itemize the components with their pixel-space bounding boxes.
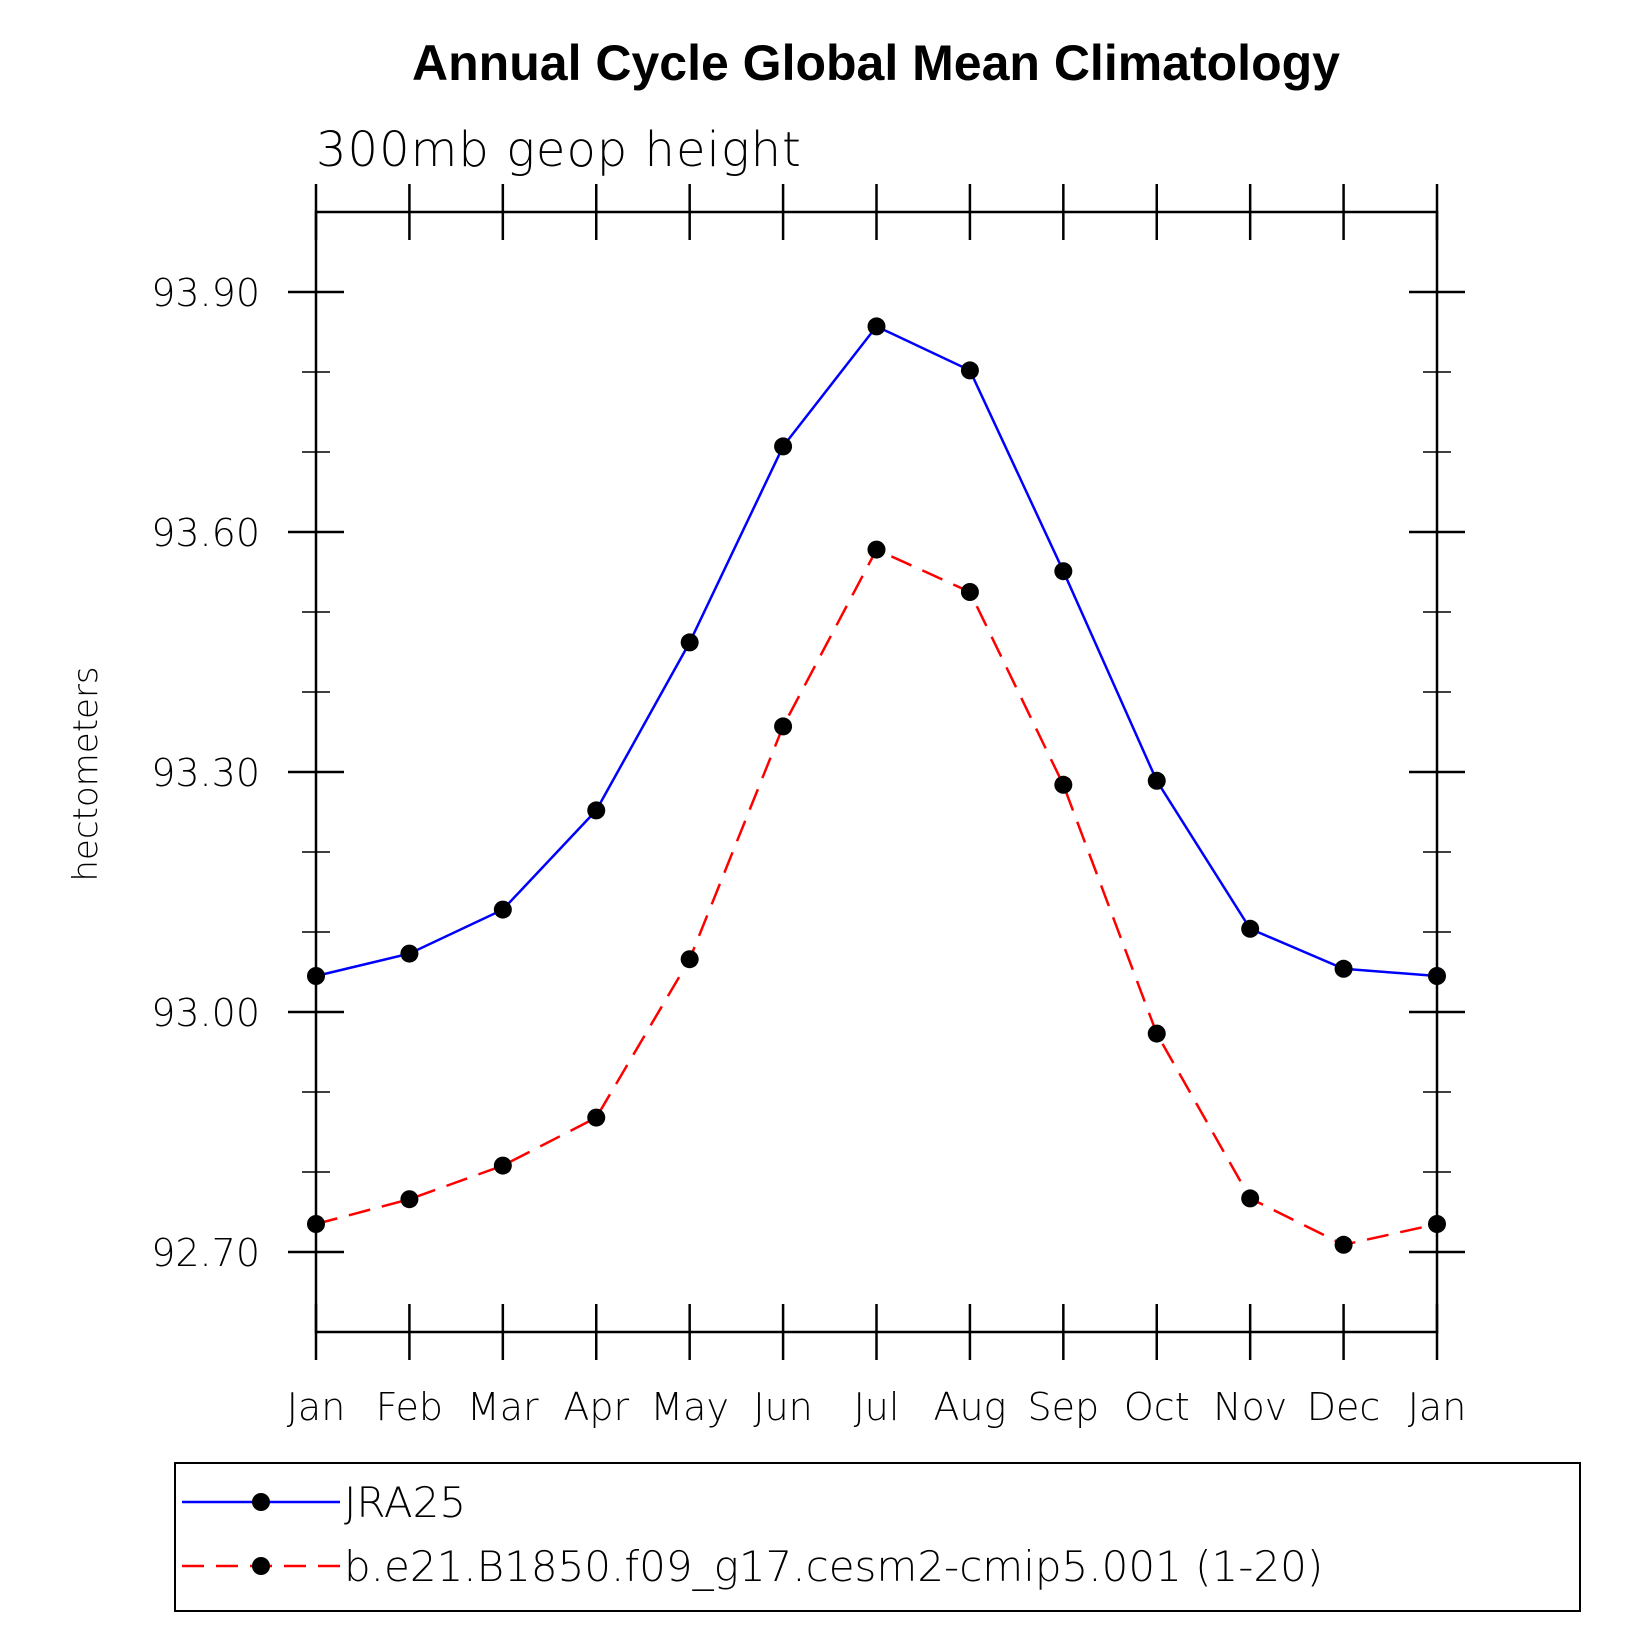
legend-marker-1: [252, 1493, 270, 1511]
series-2-point: [1428, 1215, 1446, 1233]
chart-subtitle: 300mb geop height: [316, 122, 802, 178]
series-1-point: [1241, 919, 1260, 938]
y-tick-label: 93.90: [151, 271, 260, 315]
series-2-point: [774, 717, 793, 736]
x-tick-label: Jan: [1408, 1385, 1467, 1429]
series-1-point: [1147, 771, 1166, 790]
x-axis-ticks: Jan Feb Mar Apr May Jun Jul Aug Sep Oct Nov Dec Jan: [287, 184, 1467, 1429]
chart-title: Annual Cycle Global Mean Climatology: [412, 35, 1340, 91]
x-tick-label: Jul: [854, 1385, 900, 1429]
series-2-point: [587, 1108, 606, 1127]
series-1-point: [774, 437, 793, 456]
series-1-point: [960, 361, 979, 380]
x-tick-label: Mar: [467, 1385, 539, 1429]
series-2-point: [1147, 1024, 1166, 1043]
series-line-1: [315, 324, 1438, 978]
series-2-point: [493, 1156, 512, 1175]
legend-box: [174, 1462, 1581, 1612]
y-tick-label: 93.00: [151, 991, 260, 1035]
series-2-point: [1241, 1189, 1260, 1208]
series-1-point: [400, 944, 419, 963]
x-tick-label: Sep: [1028, 1385, 1100, 1429]
x-tick-label: Dec: [1307, 1385, 1381, 1429]
x-tick-label: Jan: [287, 1385, 346, 1429]
legend: JRA25 b.e21.B1850.f09_g17.cesm2-cmip5.001…: [182, 1478, 1323, 1591]
x-tick-label: Oct: [1124, 1385, 1190, 1429]
y-tick-label: 93.30: [151, 751, 260, 795]
x-tick-label: Feb: [376, 1385, 443, 1429]
series-2-point: [400, 1190, 419, 1209]
x-tick-label: Apr: [563, 1385, 629, 1429]
series-line-2: [315, 547, 1438, 1247]
series-1-point: [1054, 562, 1073, 581]
series-layer: [307, 317, 1446, 1254]
series-1-point: [587, 801, 606, 820]
legend-label-1: JRA25: [344, 1478, 466, 1527]
x-tick-label: Nov: [1213, 1385, 1287, 1429]
y-tick-label: 93.60: [151, 511, 260, 555]
x-tick-label: May: [650, 1385, 729, 1429]
series-2-point: [307, 1215, 325, 1233]
x-tick-label: Jun: [753, 1385, 812, 1429]
x-tick-label: Aug: [933, 1385, 1006, 1429]
legend-marker-2: [252, 1557, 270, 1575]
y-tick-label: 92.70: [151, 1231, 260, 1275]
series-1-point: [680, 633, 699, 652]
legend-label-2: b.e21.B1850.f09_g17.cesm2-cmip5.001 (1-2…: [344, 1542, 1323, 1591]
series-1-point: [307, 967, 325, 985]
series-2-point: [1054, 775, 1073, 794]
y-axis-ticks: 92.70 93.00 93.30 93.60 93.90: [151, 271, 1465, 1275]
series-1-point: [1334, 959, 1353, 978]
series-2-point: [867, 540, 886, 559]
series-2-point: [1334, 1235, 1353, 1254]
series-1-point: [867, 317, 886, 336]
plot-frame: [314, 210, 1439, 1334]
y-axis-label: hectometers: [66, 666, 106, 881]
series-2-point: [680, 950, 699, 969]
series-2-point: [960, 583, 979, 601]
series-1-point: [493, 900, 512, 919]
series-1-point: [1428, 967, 1446, 985]
